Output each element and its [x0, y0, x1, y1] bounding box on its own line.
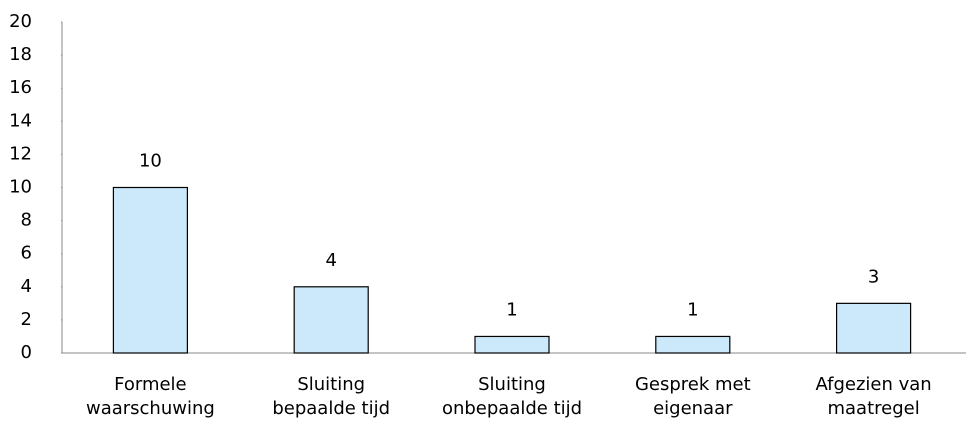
y-tick-label: 6 — [21, 243, 32, 264]
bar — [655, 335, 731, 354]
data-label: 3 — [868, 266, 879, 287]
x-tick-label: Afgezien van — [815, 374, 931, 395]
x-tick-label: Sluiting — [297, 374, 365, 395]
bar — [112, 186, 189, 354]
bar — [835, 302, 912, 354]
x-tick-label: onbepaalde tijd — [442, 398, 582, 419]
bar — [474, 335, 550, 354]
y-tick-label: 14 — [9, 110, 32, 131]
x-tick-label: bepaalde tijd — [272, 398, 390, 419]
x-tick-label: eigenaar — [653, 398, 733, 419]
x-tick-label: Gesprek met — [635, 374, 751, 395]
x-tick-label: maatregel — [827, 398, 919, 419]
y-tick-label: 10 — [9, 177, 32, 198]
y-tick-label: 18 — [9, 44, 32, 65]
bar — [293, 286, 369, 354]
data-label: 10 — [139, 151, 162, 172]
y-tick-label: 0 — [21, 342, 32, 363]
x-tick-label: Sluiting — [478, 374, 546, 395]
data-label: 1 — [687, 299, 698, 320]
data-label: 1 — [506, 299, 517, 320]
x-tick-label: Formele — [114, 374, 187, 395]
y-tick-label: 20 — [9, 11, 32, 32]
y-tick-label: 2 — [21, 309, 32, 330]
data-label: 4 — [325, 250, 336, 271]
y-tick-label: 4 — [21, 276, 32, 297]
y-tick-label: 8 — [21, 210, 32, 231]
y-tick-label: 16 — [9, 77, 32, 98]
y-tick-label: 12 — [9, 143, 32, 164]
x-tick-label: waarschuwing — [86, 398, 215, 419]
